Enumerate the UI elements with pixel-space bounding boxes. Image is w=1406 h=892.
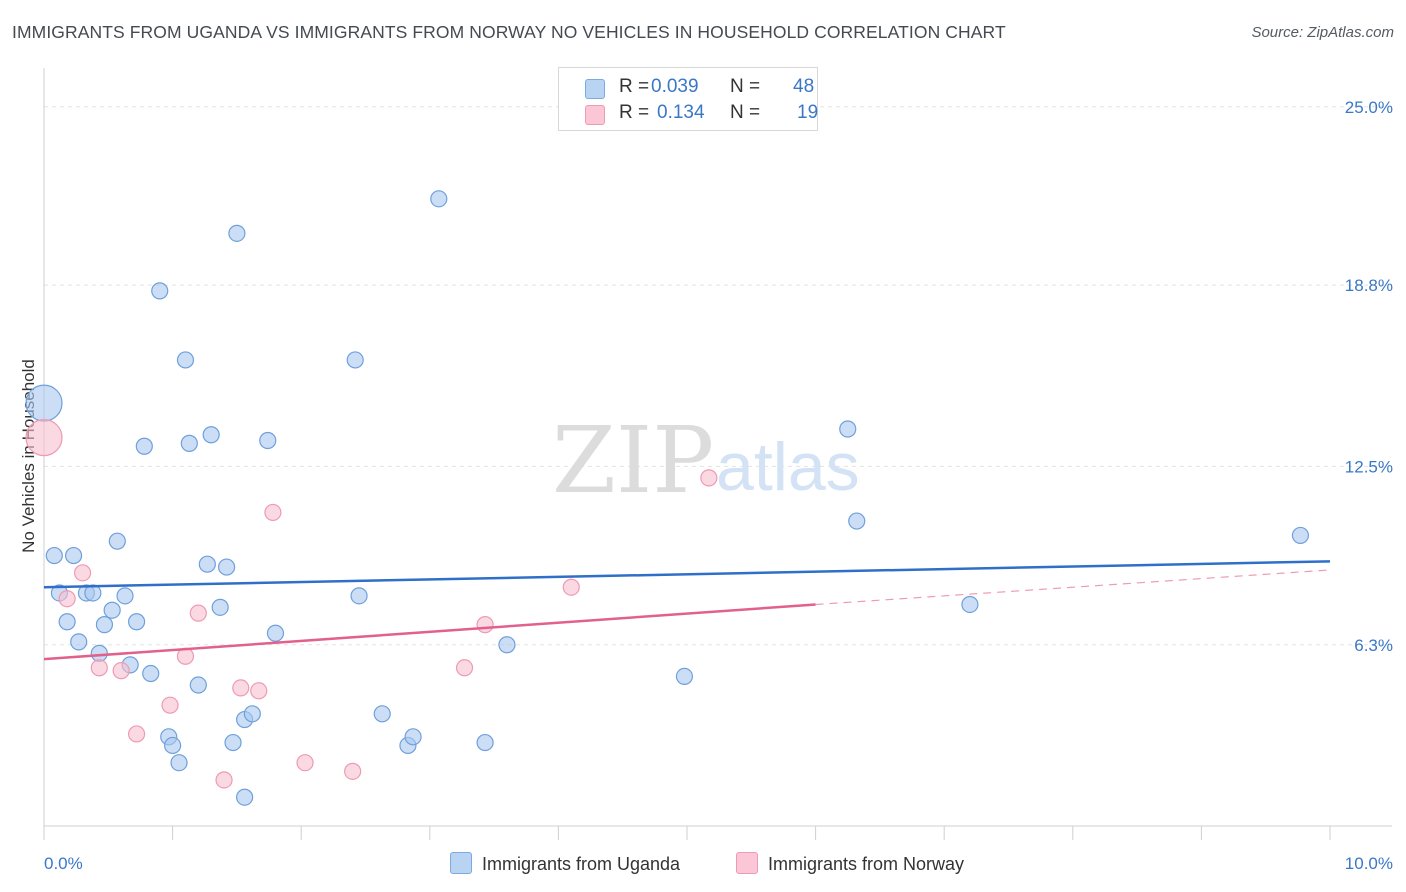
point-uganda [430,190,448,208]
point-norway [700,469,718,487]
watermark: ZIP atlas [552,407,860,514]
point-uganda [90,644,108,662]
point-uganda [224,733,242,752]
point-uganda [142,664,160,683]
y-tick-labels: 6.3% 12.5% 18.8% 25.0% [1345,98,1393,655]
bottom-legend-label-uganda: Immigrants from Uganda [482,854,681,874]
legend-r-value: 0.039 [651,76,699,97]
point-norway [215,771,233,789]
point-uganda [45,546,63,565]
bottom-legend-uganda: Immigrants from Uganda [450,852,680,875]
point-uganda [218,558,236,576]
legend-n-value: 48 [793,76,815,97]
point-norway [90,659,108,677]
legend-n-label: N = [730,76,761,97]
bottom-legend-swatch-uganda [450,852,472,874]
point-uganda [164,736,182,755]
point-uganda [259,431,277,450]
point-uganda [346,351,364,369]
point-norway [58,590,76,608]
point-uganda [189,676,207,694]
point-uganda [1291,526,1310,545]
legend: R = 0.039 N = 48 R = 0.134 N = 19 [558,67,818,131]
point-uganda [103,601,121,619]
legend-swatch-norway [585,105,605,125]
trendlines [43,560,1331,661]
point-norway [264,503,282,522]
point-uganda [70,633,88,651]
point-uganda [404,728,422,746]
point-uganda [151,282,169,300]
legend-n-label: N = [730,102,761,123]
point-uganda [135,437,153,455]
point-uganda [170,754,188,772]
trendline-norway [43,603,816,661]
watermark-zip: ZIP [552,407,714,514]
point-norway [25,419,63,457]
point-norway [562,578,580,596]
bottom-legend-swatch-norway [736,852,758,874]
point-norway [455,659,474,677]
point-uganda [848,512,866,530]
point-uganda [961,595,979,614]
legend-r-label: R = [619,76,650,97]
point-uganda [675,667,694,686]
legend-r-value: 0.134 [657,102,705,123]
point-uganda [25,384,63,422]
legend-swatch-uganda [585,79,605,99]
point-norway [296,754,314,772]
point-uganda [211,598,229,616]
point-norway [161,696,179,714]
point-uganda [373,705,391,723]
chart-title: IMMIGRANTS FROM UGANDA VS IMMIGRANTS FRO… [12,22,1006,42]
bottom-legend-label-norway: Immigrants from Norway [768,854,965,874]
point-uganda [350,587,368,605]
trendline-norway-extension [815,569,1331,606]
x-tick-labels: 0.0% 10.0% [44,854,1393,873]
point-uganda [108,532,126,550]
point-uganda [266,624,285,642]
point-uganda [58,613,76,631]
point-uganda [116,587,134,605]
point-uganda [243,705,261,723]
point-uganda [498,636,516,654]
point-uganda [228,224,246,242]
y-tick-label: 12.5% [1345,457,1393,476]
y-tick-label: 18.8% [1345,276,1393,295]
trendline-uganda [43,560,1331,589]
point-norway [112,662,130,680]
point-norway [189,604,207,622]
point-uganda [64,546,83,565]
point-uganda [476,733,494,752]
x-tick-label: 0.0% [44,854,83,873]
point-uganda [176,351,195,369]
point-uganda [95,616,114,634]
point-norway [250,682,268,700]
point-uganda [202,426,220,444]
point-uganda [198,555,216,573]
point-norway [344,762,362,780]
point-uganda [236,788,254,806]
x-ticks [43,826,1331,840]
point-uganda [84,584,102,602]
source-credit: Source: ZipAtlas.com [1251,24,1394,41]
x-tick-label: 10.0% [1345,854,1393,873]
point-norway [127,725,146,743]
point-uganda [180,434,198,452]
point-uganda [127,613,146,631]
point-uganda [839,420,857,438]
points-layer [25,190,1310,806]
point-norway [232,679,250,697]
legend-n-value: 19 [797,102,819,123]
watermark-atlas: atlas [716,429,860,505]
bottom-legend-norway: Immigrants from Norway [736,852,964,875]
y-tick-label: 25.0% [1345,98,1393,117]
gridlines [44,106,1392,646]
point-norway [73,564,92,582]
legend-r-label: R = [619,102,650,123]
point-norway [476,616,494,634]
y-tick-label: 6.3% [1354,636,1393,655]
